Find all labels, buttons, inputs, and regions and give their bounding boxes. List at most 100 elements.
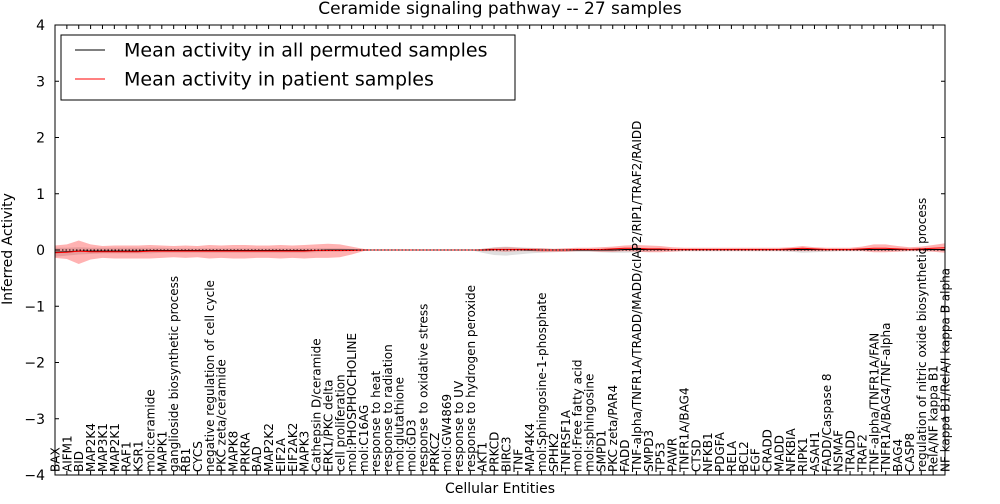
x-tick-label: CASP8 — [903, 433, 917, 472]
x-tick-label: MAPK8 — [227, 431, 241, 472]
x-tick-label: BID — [72, 451, 86, 472]
x-tick-label: AIFM1 — [60, 435, 74, 472]
x-tick-label: PKC zeta/ceramide — [215, 359, 229, 472]
x-tick-label: ganglioside biosynthetic process — [167, 276, 181, 472]
x-tick-label: MADD — [772, 435, 786, 472]
x-tick-label: BAD — [250, 446, 264, 472]
x-tick-label: ASAH1 — [808, 431, 822, 472]
y-tick-label: 0 — [36, 243, 45, 259]
patient-band — [55, 240, 945, 265]
x-tick-label: RIPK1 — [796, 437, 810, 472]
x-tick-label: MAP2K2 — [262, 423, 276, 472]
y-tick-label: 3 — [36, 74, 45, 90]
y-tick-label: 2 — [36, 131, 45, 147]
legend-label-patient: Mean activity in patient samples — [124, 69, 434, 91]
x-tick-label: response to oxidative stress — [416, 304, 430, 472]
legend: Mean activity in all permuted samples Me… — [60, 34, 516, 101]
x-tick-label: AKT1 — [476, 442, 490, 472]
x-tick-label: TNF-alpha/TNFR1A/TRADD/MADD/cIAP2/RIP1/T… — [630, 121, 644, 473]
x-tick-label: PAWR — [666, 438, 680, 472]
x-tick-label: BCL2 — [737, 441, 751, 472]
x-tick-label: TNFR1A/BAG4 — [677, 387, 691, 473]
x-tick-label: ERK1/PKC delta — [321, 379, 335, 472]
x-tick-label: FADD/Caspase 8 — [820, 373, 834, 472]
x-tick-label: EIF2A — [274, 437, 288, 472]
x-tick-label: MAP3K1 — [96, 423, 110, 472]
x-tick-label: regulation of nitric oxide biosynthetic … — [915, 198, 929, 472]
y-tick-label: −1 — [24, 299, 45, 315]
y-tick-label: 1 — [36, 187, 45, 203]
x-tick-label: RB1 — [179, 448, 193, 472]
y-tick-label: −4 — [24, 468, 45, 484]
legend-label-permuted: Mean activity in all permuted samples — [124, 40, 487, 62]
x-tick-label: CTSD — [689, 439, 703, 472]
x-tick-label: mol:Sphingosine-1-phosphate — [535, 293, 549, 473]
x-tick-label: SMPD3 — [642, 430, 656, 472]
x-tick-label: SPHK2 — [547, 433, 561, 472]
x-tick-label: MAP4K4 — [523, 423, 537, 472]
x-tick-label: NFKBIA — [784, 427, 798, 472]
x-tick-label: TNFRSF1A — [559, 409, 573, 473]
x-tick-label: BIRC3 — [499, 436, 513, 472]
x-tick-label: CRADD — [761, 429, 775, 472]
x-tick-label: TNFR1A/BAG4/TNF-alpha — [879, 323, 893, 473]
x-tick-label: mol:Free fatty acid — [571, 360, 585, 473]
y-axis: 4 3 2 1 0 −1 −2 −3 −4 — [24, 18, 945, 484]
x-tick-label: mol:C16AG — [357, 405, 371, 472]
x-tick-label: RAF1 — [120, 441, 134, 472]
x-tick-label: TP53 — [654, 442, 668, 473]
x-tick-label: Cathepsin D/ceramide — [310, 338, 324, 472]
x-tick-label: EIF2AK2 — [286, 423, 300, 472]
x-tick-label: TRADD — [844, 430, 858, 473]
x-tick-label: BAX — [49, 447, 63, 472]
x-tick-label: mol:GD3 — [405, 419, 419, 472]
x-tick-label: mol:ceramide — [143, 389, 157, 472]
x-tick-label: PKC zeta/PAR4 — [606, 385, 620, 472]
x-tick-label: response to hydrogen peroxide — [464, 285, 478, 472]
x-tick-label: CYCS — [191, 441, 205, 472]
x-tick-label: mol:GW4869 — [440, 394, 454, 472]
x-tick-label: response to radiation — [381, 344, 395, 472]
chart-title: Ceramide signaling pathway -- 27 samples — [318, 0, 682, 19]
x-axis: BAXAIFM1BIDMAP2K4MAP3K1MAP2K1RAF1KSR1mol… — [49, 25, 953, 475]
x-tick-label: KSR1 — [132, 441, 146, 472]
x-tick-label: PRKRA — [238, 432, 252, 472]
x-tick-label: RelA/NF kappa B1 — [927, 365, 941, 472]
x-tick-label: RELA — [725, 440, 739, 472]
lines-group — [54, 247, 946, 254]
x-axis-label: Cellular Entities — [445, 481, 555, 497]
x-tick-label: NF kappa B1/RelA/I kappa B alpha — [939, 268, 953, 472]
x-tick-label: BAG4 — [891, 439, 905, 472]
x-tick-label: mol:glutathione — [393, 377, 407, 472]
legend-box — [60, 34, 516, 101]
x-tick-label: FADD — [618, 440, 632, 473]
y-axis-label: Inferred Activity — [0, 193, 16, 305]
y-tick-label: −3 — [24, 412, 45, 428]
x-tick-label: mol:PHOSPHOCHOLINE — [345, 333, 359, 472]
x-tick-label: mol:sphingosine — [583, 374, 597, 472]
x-tick-label: MAP2K4 — [84, 423, 98, 472]
x-tick-label: MAPK1 — [155, 431, 169, 472]
x-tick-label: EGF — [749, 448, 763, 472]
bands-group — [55, 240, 945, 265]
x-tick-label: response to heat — [369, 370, 383, 472]
x-tick-label: TNF — [511, 449, 525, 473]
x-tick-label: NSMAF — [832, 430, 846, 472]
x-tick-label: MAP2K1 — [108, 423, 122, 472]
patient-mean-line — [54, 247, 946, 254]
x-tick-label: negative regulation of cell cycle — [203, 280, 217, 472]
x-tick-label: NFKB1 — [701, 432, 715, 472]
x-tick-label: PRKCD — [488, 432, 502, 472]
y-tick-label: −2 — [24, 356, 45, 372]
x-tick-label: TRAF2 — [855, 434, 869, 473]
x-tick-label: PRKCZ — [428, 433, 442, 472]
x-tick-label: cell proliferation — [333, 374, 347, 472]
x-tick-label: response to UV — [452, 380, 466, 472]
y-tick-label: 4 — [36, 18, 45, 34]
x-tick-label: MAPK3 — [298, 431, 312, 472]
x-tick-label: PDGFA — [713, 431, 727, 472]
x-tick-label: TNF-alpha/TNFR1A/FAN — [867, 333, 881, 473]
x-tick-label: SMPD1 — [594, 430, 608, 472]
